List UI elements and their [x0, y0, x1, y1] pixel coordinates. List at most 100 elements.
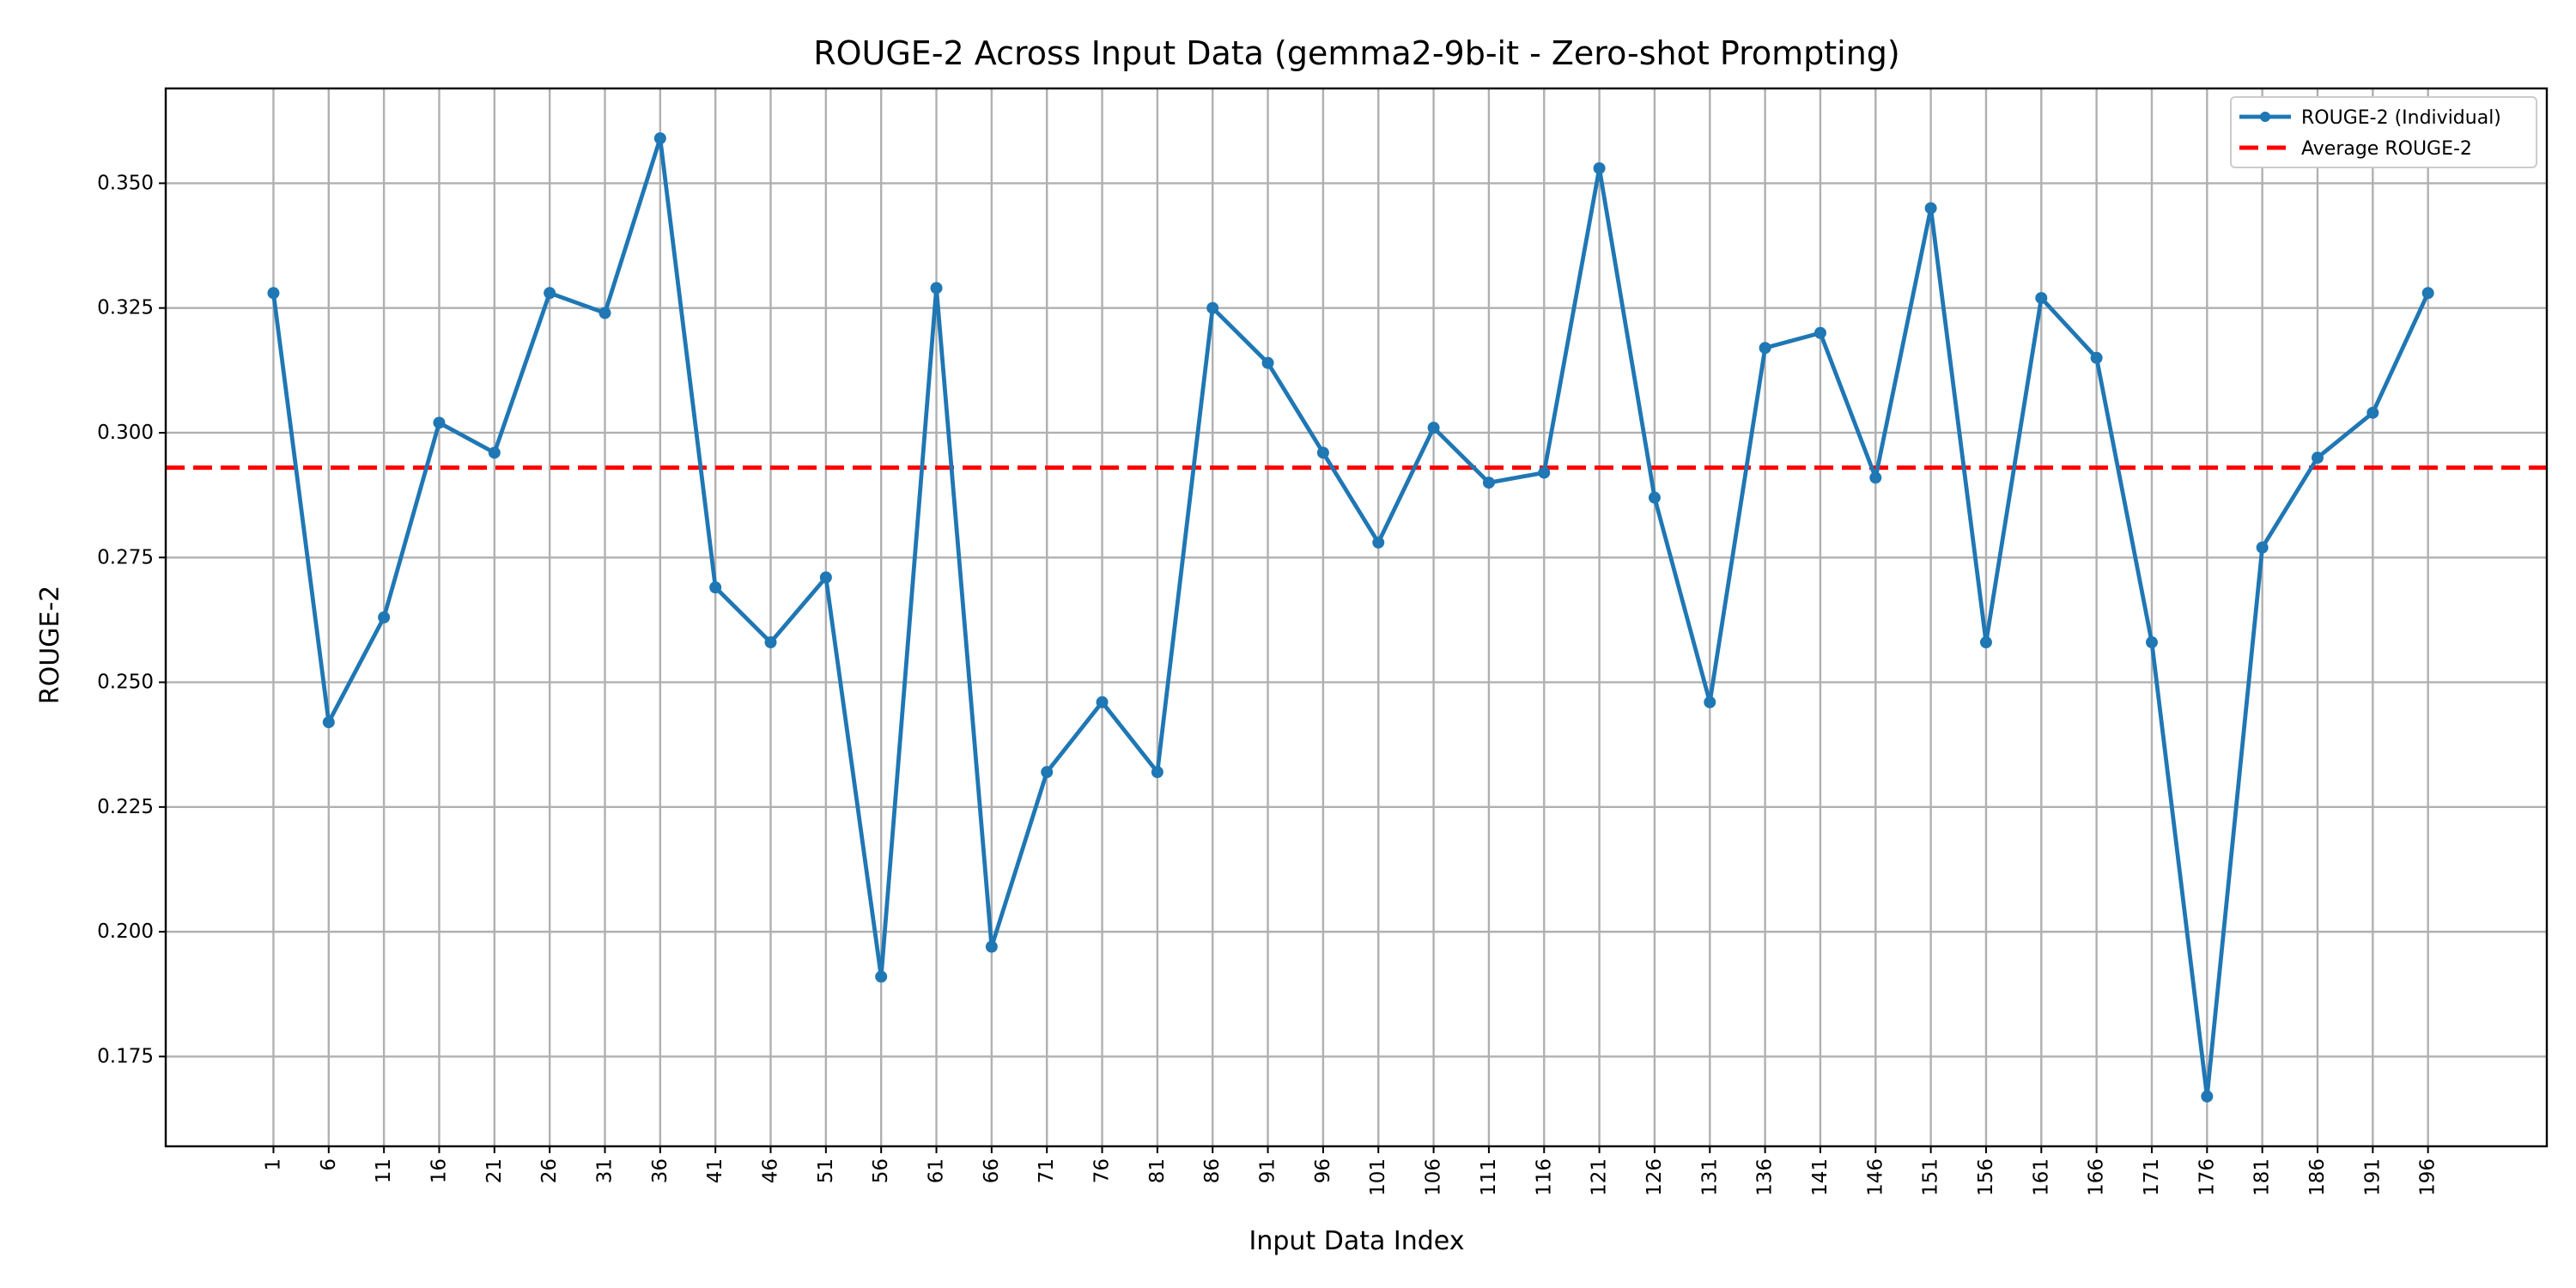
x-tick-label: 31	[593, 1158, 616, 1183]
x-tick-label: 186	[2306, 1158, 2329, 1196]
y-tick-label: 0.300	[97, 422, 154, 444]
x-tick-label: 146	[1864, 1158, 1886, 1196]
x-tick-label: 66	[981, 1158, 1003, 1183]
rouge2-data-point	[1261, 356, 1274, 369]
x-tick-label: 141	[1809, 1158, 1832, 1196]
rouge2-data-point	[2090, 351, 2103, 364]
rouge2-data-point	[1538, 466, 1551, 479]
rouge2-data-point	[764, 636, 777, 649]
rouge2-data-point	[267, 287, 280, 300]
x-tick-label: 156	[1975, 1158, 1997, 1196]
rouge2-data-point	[322, 716, 335, 729]
x-tick-label: 36	[649, 1158, 671, 1183]
rouge2-data-point	[1206, 301, 1219, 314]
grid-lines	[166, 88, 2547, 1146]
x-tick-label: 106	[1423, 1158, 1445, 1196]
rouge2-data-point	[2145, 636, 2158, 649]
x-tick-label: 136	[1754, 1158, 1777, 1196]
legend-box	[2230, 96, 2537, 168]
rouge2-data-point	[1979, 636, 1992, 649]
x-tick-label: 171	[2141, 1158, 2163, 1196]
rouge2-data-point	[875, 970, 888, 983]
x-tick-label: 81	[1146, 1158, 1169, 1183]
x-tick-label: 101	[1367, 1158, 1389, 1196]
rouge2-data-point	[433, 416, 446, 429]
rouge2-data-point	[2035, 292, 2048, 305]
rouge2-data-point	[2366, 406, 2379, 419]
data-layer	[166, 132, 2547, 1103]
x-tick-label: 11	[373, 1158, 395, 1183]
x-tick-label: 151	[1920, 1158, 1942, 1196]
x-tick-label: 41	[704, 1158, 726, 1183]
rouge2-data-point	[488, 447, 501, 459]
rouge2-data-point	[2421, 287, 2434, 300]
rouge2-data-point	[985, 940, 998, 953]
y-tick-label: 0.175	[97, 1045, 154, 1067]
rouge2-data-point	[1372, 536, 1385, 549]
rouge2-data-point	[378, 611, 391, 623]
rouge2-data-point	[1924, 202, 1937, 215]
y-tick-label: 0.325	[97, 297, 154, 319]
rouge2-data-point	[1096, 696, 1109, 708]
x-tick-label: 61	[926, 1158, 948, 1183]
rouge2-data-point	[1482, 477, 1495, 489]
legend-label-average: Average ROUGE-2	[2301, 138, 2472, 160]
x-tick-label: 181	[2251, 1158, 2274, 1196]
legend: ROUGE-2 (Individual) Average ROUGE-2	[2230, 96, 2537, 168]
x-tick-label: 91	[1257, 1158, 1279, 1183]
rouge2-data-point	[544, 287, 556, 300]
rouge2-data-point	[709, 581, 722, 594]
rouge2-data-point	[1814, 326, 1826, 339]
rouge2-data-point	[1704, 696, 1716, 708]
x-tick-label: 161	[2030, 1158, 2052, 1196]
x-tick-label: 76	[1091, 1158, 1114, 1183]
x-tick-label: 116	[1533, 1158, 1555, 1196]
axes: 1 6 11 16 21 26 31 36 41 46 51 56 61 66 71 76 81 86 91 96 10…	[97, 172, 2439, 1195]
rouge2-data-point	[1041, 766, 1054, 779]
rouge2-series-line	[271, 136, 2430, 1099]
rouge2-data-point	[2201, 1090, 2214, 1103]
y-tick-label: 0.250	[97, 671, 154, 694]
rouge2-data-point	[1593, 161, 1606, 174]
x-tick-label: 1	[262, 1158, 284, 1171]
legend-label-rouge2: ROUGE-2 (Individual)	[2301, 107, 2501, 129]
chart-title: ROUGE-2 Across Input Data (gemma2-9b-it …	[813, 34, 1900, 72]
rouge2-data-point	[1427, 422, 1440, 434]
y-tick-label: 0.225	[97, 796, 154, 818]
y-tick-label: 0.350	[97, 172, 154, 194]
rouge2-data-point	[819, 571, 832, 584]
x-tick-label: 111	[1478, 1158, 1500, 1196]
rouge2-data-point	[1316, 447, 1329, 459]
x-tick-label: 51	[815, 1158, 837, 1183]
x-tick-label: 191	[2361, 1158, 2384, 1196]
x-tick-label: 56	[870, 1158, 892, 1183]
plot-area-frame	[164, 87, 2549, 1148]
rouge2-data-point	[930, 282, 943, 295]
rouge2-data-point	[2311, 452, 2324, 465]
rouge2-data-point	[1759, 342, 1771, 355]
x-tick-label: 166	[2086, 1158, 2108, 1196]
x-tick-label: 71	[1036, 1158, 1058, 1183]
x-tick-label: 131	[1698, 1158, 1721, 1196]
rouge2-data-point	[598, 307, 611, 319]
rouge2-data-point	[2256, 541, 2269, 554]
rouge2-data-point	[1151, 766, 1163, 779]
y-tick-label: 0.200	[97, 920, 154, 943]
x-tick-label: 46	[760, 1158, 782, 1183]
x-tick-label: 126	[1643, 1158, 1666, 1196]
x-tick-label: 86	[1201, 1158, 1224, 1183]
x-tick-label: 176	[2196, 1158, 2218, 1196]
x-axis-label: Input Data Index	[1249, 1226, 1465, 1256]
y-tick-label: 0.275	[97, 546, 154, 568]
x-tick-label: 26	[538, 1158, 561, 1183]
legend-marker-rouge2	[2260, 112, 2270, 122]
x-tick-label: 21	[483, 1158, 506, 1183]
x-tick-label: 6	[318, 1158, 340, 1171]
y-axis-label: ROUGE-2	[35, 586, 65, 705]
x-tick-label: 196	[2417, 1158, 2439, 1196]
rouge2-data-point	[1869, 471, 1882, 484]
x-tick-label: 96	[1312, 1158, 1334, 1183]
rouge2-data-point	[653, 132, 666, 145]
